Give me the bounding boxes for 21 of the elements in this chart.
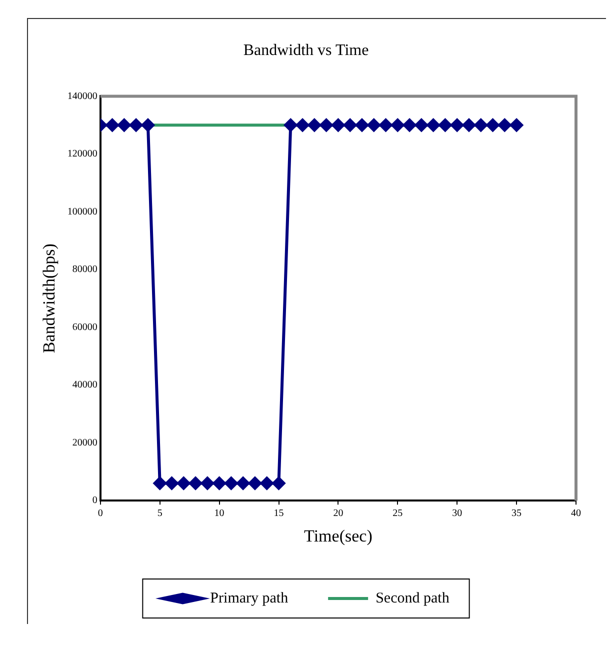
y-axis-title: Bandwidth(bps) bbox=[40, 244, 59, 354]
chart-title: Bandwidth vs Time bbox=[243, 42, 369, 59]
y-tick-label: 80000 bbox=[72, 264, 98, 276]
x-tick-label: 20 bbox=[333, 508, 344, 520]
y-tick-label: 20000 bbox=[72, 437, 98, 448]
y-tick-label: 0 bbox=[92, 495, 98, 506]
x-tick-label: 30 bbox=[452, 508, 462, 520]
y-tick-label: 120000 bbox=[67, 148, 98, 160]
y-tick-label: 100000 bbox=[67, 206, 98, 218]
y-tick-label: 40000 bbox=[72, 380, 98, 391]
x-tick-label: 10 bbox=[214, 508, 224, 520]
x-tick-label: 15 bbox=[274, 508, 284, 520]
x-tick-label: 40 bbox=[571, 508, 581, 520]
legend-label: Primary path bbox=[210, 590, 289, 606]
x-tick-label: 35 bbox=[512, 508, 522, 520]
legend-label: Second path bbox=[376, 590, 450, 606]
x-tick-label: 5 bbox=[157, 508, 162, 520]
x-axis-title: Time(sec) bbox=[304, 526, 372, 546]
y-tick-label: 60000 bbox=[72, 322, 98, 333]
y-tick-label: 140000 bbox=[67, 90, 98, 102]
x-tick-label: 25 bbox=[392, 508, 403, 520]
